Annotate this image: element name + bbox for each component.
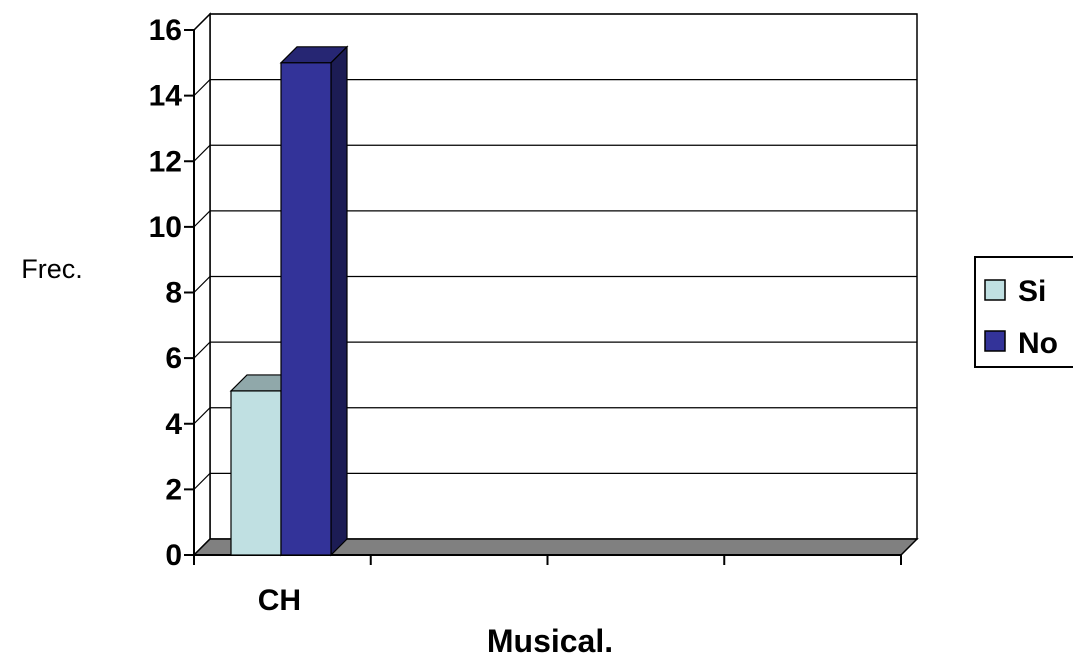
bar-si	[230, 390, 282, 556]
gridline	[193, 275, 917, 293]
y-tick-label: 16	[149, 14, 182, 47]
gridline	[193, 13, 917, 31]
y-axis-title: Frec.	[21, 254, 83, 284]
gridline	[193, 472, 917, 490]
y-tick-label: 12	[149, 145, 182, 178]
gridlines	[193, 13, 917, 490]
x-tick-label: CH	[258, 584, 301, 617]
bar-side-no	[330, 45, 348, 557]
y-tick-label: 8	[165, 277, 182, 310]
x-axis-title: Musical.	[487, 623, 613, 659]
y-tick-label: 2	[165, 473, 182, 506]
legend-swatch-si	[984, 279, 1006, 301]
legend-swatch-no	[984, 330, 1006, 352]
gridline	[193, 79, 917, 97]
legend: Si No	[974, 256, 1073, 368]
y-tick-label: 6	[165, 342, 182, 375]
gridline	[193, 210, 917, 228]
x-tick-labels: CH	[258, 584, 301, 617]
gridline	[193, 144, 917, 162]
y-tick-label: 4	[165, 408, 182, 441]
y-tick-labels: 0 2 4 6 8 10 12 14 16	[149, 14, 194, 572]
y-tick-label: 0	[165, 539, 182, 572]
bars	[229, 45, 349, 557]
gridline	[193, 341, 917, 359]
gridline	[193, 407, 917, 425]
legend-label-si: Si	[1018, 275, 1046, 308]
y-tick-label: 14	[149, 80, 183, 113]
bar-no	[280, 62, 332, 556]
y-tick-label: 10	[149, 211, 182, 244]
legend-label-no: No	[1018, 327, 1058, 360]
